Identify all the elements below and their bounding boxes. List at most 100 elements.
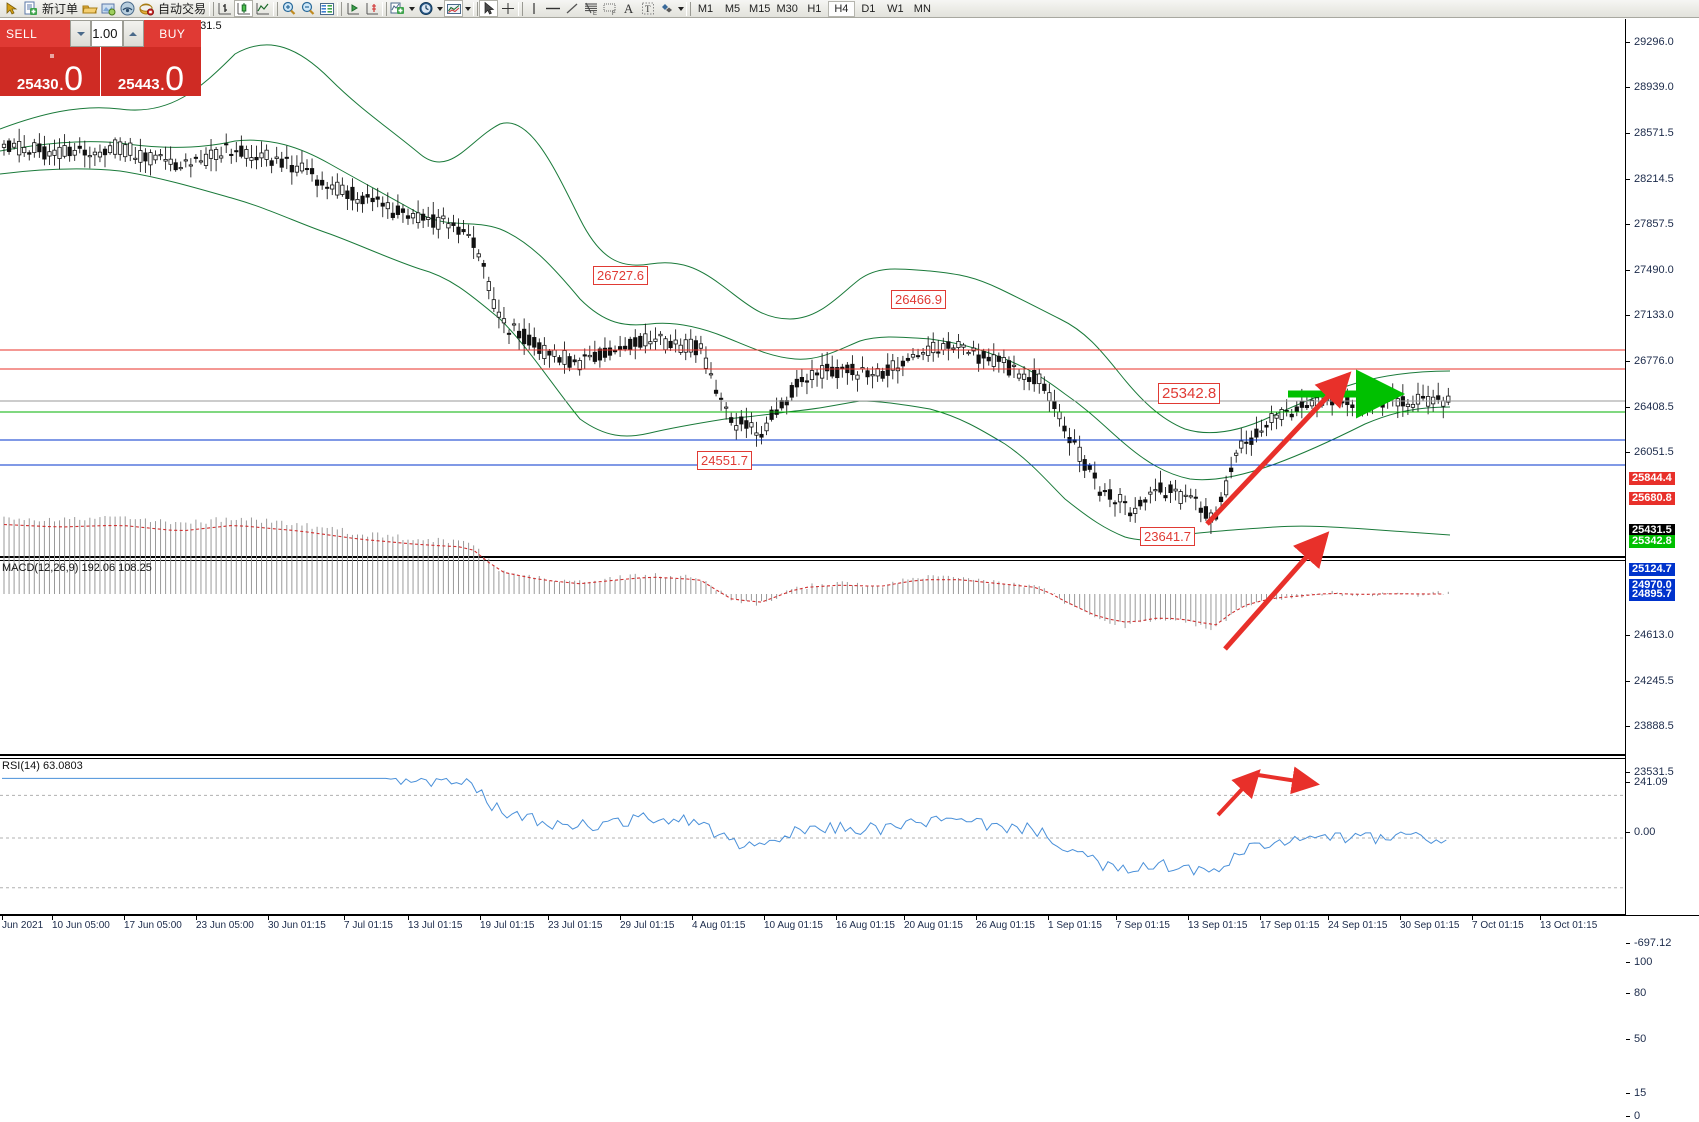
time-axis[interactable]: Jun 2021 10 Jun 05:00 17 Jun 05:00 23 Jun 0… (0, 915, 1699, 938)
price-level-badge[interactable]: 25431.5 (1629, 524, 1675, 537)
period-icon[interactable] (416, 0, 435, 17)
fibonacci-icon[interactable]: E (581, 0, 600, 17)
timeframe-m5[interactable]: M5 (724, 2, 741, 15)
axis-tick (1626, 179, 1630, 180)
candlestick (113, 137, 118, 159)
candlestick (1016, 368, 1022, 382)
drawn-objects-macd[interactable] (0, 531, 1625, 757)
price-axis-label: 24613.0 (1634, 629, 1674, 641)
time-axis-label: 4 Aug 01:15 (692, 920, 746, 931)
channel-icon[interactable]: F (600, 0, 619, 17)
price-annotation-label[interactable]: 26727.6 (593, 266, 648, 285)
auto-scroll-icon[interactable] (343, 0, 362, 17)
candlestick (1107, 479, 1113, 508)
folder-icon[interactable] (80, 0, 99, 17)
horizontal-level-lines[interactable] (0, 19, 1625, 558)
drawn-objects-price[interactable] (0, 19, 1625, 558)
text-label-icon[interactable]: A (623, 0, 634, 16)
price-annotation-label[interactable]: 23641.7 (1140, 527, 1195, 546)
timeframe-m30[interactable]: M30 (776, 2, 798, 15)
candlestick (729, 412, 734, 426)
zoom-out-icon[interactable] (298, 0, 317, 17)
macd-pane[interactable]: MACD(12,26,9) 192.06 108.25 (0, 516, 1625, 757)
price-annotation-label[interactable]: 25342.8 (1158, 383, 1221, 404)
chevron-down-icon[interactable] (463, 0, 472, 17)
timeframe-w1[interactable]: W1 (887, 2, 904, 15)
candlestick (976, 343, 981, 372)
timeframe-group: M1 M5 M15 M30 H1 H4 D1 W1 MN (692, 0, 936, 17)
sell-button[interactable]: SELL (0, 20, 71, 47)
auto-trading-label[interactable]: 自动交易 (158, 2, 207, 16)
svg-text:E: E (593, 11, 597, 16)
chart-area[interactable]: HK50-,H4 25175.5 25459.0 25073.0 25431.5 (0, 19, 1699, 1122)
indicators-icon[interactable] (388, 0, 407, 17)
data-window-icon[interactable] (317, 0, 336, 17)
buy-button[interactable]: BUY (143, 20, 201, 47)
timeframe-d1[interactable]: D1 (861, 2, 876, 15)
new-order-icon[interactable] (21, 0, 40, 17)
timeframe-mn[interactable]: MN (913, 2, 931, 15)
zoom-in-icon[interactable] (279, 0, 298, 17)
price-pane[interactable]: HK50-,H4 25175.5 25459.0 25073.0 25431.5 (0, 19, 1625, 558)
crosshair-icon[interactable] (498, 0, 517, 17)
candlestick (72, 142, 77, 161)
sell-price-display[interactable]: 25430 . 0 (0, 47, 101, 96)
cursor-arrow-icon[interactable] (479, 0, 499, 17)
candlestick (259, 141, 264, 167)
volume-increase-button[interactable] (122, 20, 144, 47)
publish-icon[interactable] (99, 0, 118, 17)
price-level-badge[interactable]: 25680.8 (1629, 492, 1675, 505)
price-axis[interactable]: 29296.0 28939.0 28571.5 28214.5 27857.5 27490… (1625, 19, 1699, 1122)
chart-shift-icon[interactable] (362, 0, 381, 17)
price-level-badge[interactable]: 25342.8 (1629, 535, 1675, 548)
candlestick (208, 139, 214, 172)
candlestick (118, 137, 123, 161)
candlestick (1274, 412, 1279, 430)
axis-tick (1626, 726, 1630, 727)
svg-text:T: T (645, 4, 651, 14)
timeframe-h4[interactable]: H4 (827, 0, 855, 17)
timeframe-h1[interactable]: H1 (807, 2, 822, 15)
volume-decrease-button[interactable] (70, 20, 92, 47)
price-annotation-label[interactable]: 24551.7 (697, 451, 752, 470)
cursor-pointer-icon[interactable] (2, 0, 21, 17)
drawn-objects-rsi[interactable] (0, 759, 1625, 916)
shapes-icon[interactable] (657, 0, 676, 17)
axis-tick (52, 916, 53, 920)
candlestick (572, 354, 577, 366)
new-order-label[interactable]: 新订单 (42, 2, 79, 16)
text-icon[interactable]: T (638, 0, 657, 17)
volume-input[interactable]: 1.00 (91, 20, 123, 47)
timeframe-m1[interactable]: M1 (697, 2, 714, 15)
price-level-badge[interactable]: 24895.7 (1629, 588, 1675, 601)
vertical-line-icon[interactable] (524, 0, 543, 17)
candlestick-chart-icon[interactable] (234, 0, 254, 17)
chevron-down-icon[interactable] (676, 0, 685, 17)
candlestick (1203, 498, 1208, 521)
price-level-badge[interactable]: 25844.4 (1629, 472, 1675, 485)
line-chart-icon[interactable] (253, 0, 272, 17)
templates-icon[interactable] (444, 0, 464, 17)
toolbar-separator (472, 1, 479, 16)
horizontal-line-icon[interactable] (543, 0, 562, 17)
trendline-icon[interactable] (562, 0, 581, 17)
time-axis-label: 7 Jul 01:15 (344, 920, 393, 931)
candlestick (284, 145, 289, 170)
candlestick (961, 342, 966, 355)
price-level-badge[interactable]: 25124.7 (1629, 563, 1675, 576)
time-axis-label: 7 Sep 01:15 (1116, 920, 1170, 931)
chevron-down-icon[interactable] (407, 0, 416, 17)
candlestick (905, 353, 911, 363)
buy-price-display[interactable]: 25443 . 0 (101, 47, 201, 96)
candlestick (764, 416, 769, 436)
bar-chart-icon[interactable] (215, 0, 234, 17)
metaquotes-icon[interactable] (118, 0, 137, 17)
timeframe-m15[interactable]: M15 (749, 2, 771, 15)
candlestick-series (1, 128, 1451, 534)
price-annotation-label[interactable]: 26466.9 (891, 290, 946, 309)
candlestick (1117, 487, 1123, 514)
chevron-down-icon[interactable] (435, 0, 444, 17)
one-click-trading-panel[interactable]: SELL 1.00 BUY 25430 . 0 25443 . 0 (0, 20, 201, 96)
rsi-pane[interactable]: RSI(14) 63.0803 (0, 758, 1625, 915)
expert-advisor-icon[interactable] (137, 0, 156, 17)
